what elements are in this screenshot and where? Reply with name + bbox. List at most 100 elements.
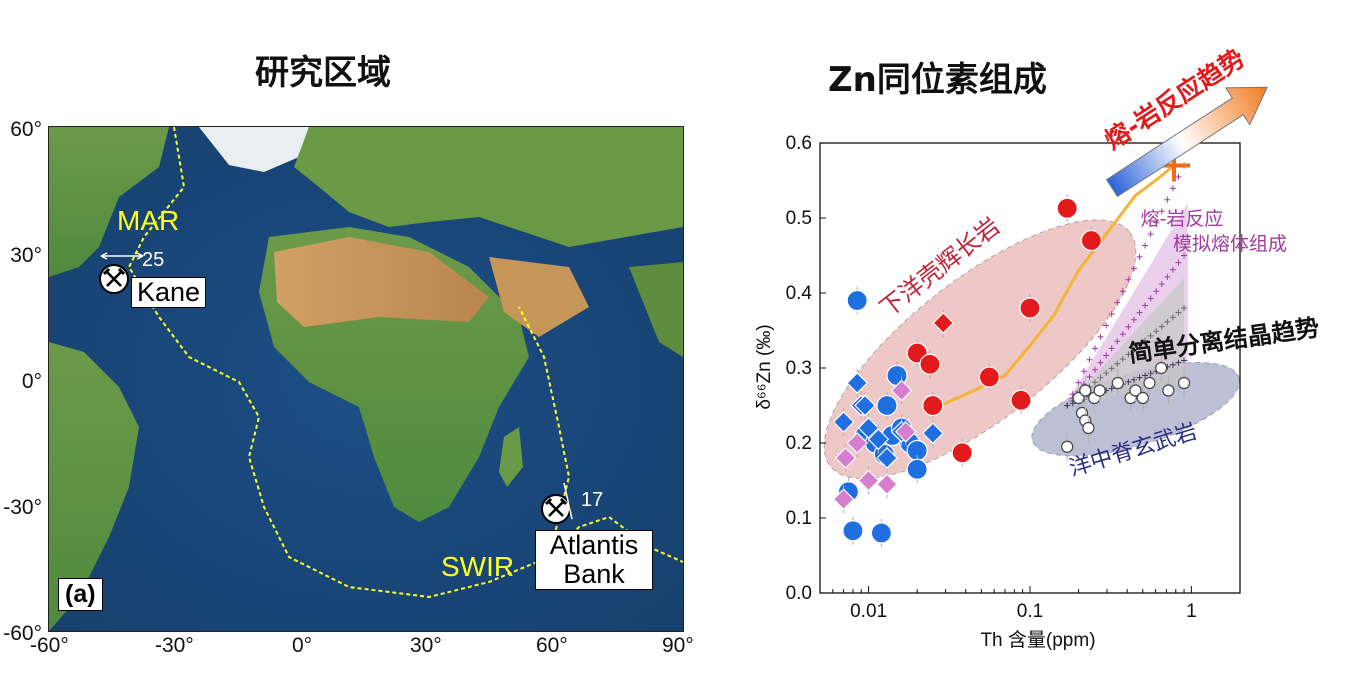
data-point xyxy=(1111,376,1124,390)
y-tick-label: 0.3 xyxy=(786,358,812,379)
x-axis-title: Th 含量(ppm) xyxy=(980,629,1095,651)
sim-melt-mark xyxy=(1175,359,1182,366)
data-point xyxy=(870,522,892,544)
india xyxy=(629,262,683,357)
atlantis-label-line1: Atlantis xyxy=(549,530,639,560)
sim-melt-mark xyxy=(1097,374,1104,381)
sim-melt-mark xyxy=(1181,305,1188,311)
data-point xyxy=(932,312,955,334)
lat-label: 0° xyxy=(21,370,42,393)
sim-melt-mark xyxy=(1119,288,1126,295)
y-tick-label: 0.1 xyxy=(786,508,812,529)
data-point xyxy=(1093,384,1106,397)
sim-melt-mark xyxy=(1153,219,1160,226)
sim-melt-mark xyxy=(1164,196,1171,203)
data-point xyxy=(834,447,857,469)
sim-melt-mark xyxy=(1092,345,1099,352)
data-point xyxy=(832,411,855,433)
data-point xyxy=(1061,440,1074,453)
data-point xyxy=(842,520,864,542)
lon-label: 90° xyxy=(662,634,694,657)
lon-label: 60° xyxy=(536,634,568,657)
sim-melt-mark xyxy=(1147,231,1154,238)
sim-melt-mark xyxy=(1142,302,1149,309)
kane-site-icon xyxy=(99,264,129,294)
sim-melt-mark xyxy=(1097,359,1104,366)
mar-label: MAR xyxy=(117,205,180,236)
sim-melt-mark xyxy=(1147,370,1154,377)
sim-melt-mark xyxy=(1164,318,1171,325)
data-point xyxy=(978,366,1000,388)
y-tick-label: 0.2 xyxy=(786,433,812,454)
sim-melt-mark xyxy=(1130,376,1137,383)
sim-melt-mark xyxy=(1147,332,1154,339)
data-point xyxy=(846,289,868,312)
sim-melt-mark xyxy=(1103,370,1110,376)
atlantis-label-line2: Bank xyxy=(563,559,625,590)
data-point xyxy=(846,372,869,394)
lat-label: -30° xyxy=(3,496,42,519)
x-tick-label: 0.1 xyxy=(1017,601,1043,622)
data-point xyxy=(951,442,973,464)
melt-sim-label-2: 模拟熔体组成 xyxy=(1173,233,1287,255)
data-point xyxy=(1082,421,1095,435)
sim-melt-mark xyxy=(1153,328,1160,335)
sim-melt-mark xyxy=(1108,345,1115,352)
crossed-hammers-icon xyxy=(102,267,126,287)
data-point xyxy=(1177,376,1191,390)
data-point xyxy=(876,447,898,469)
y-tick-label: 0.6 xyxy=(786,133,812,154)
data-point xyxy=(1010,389,1032,411)
chart-title: Zn同位素组成 xyxy=(828,60,1047,100)
sim-melt-mark xyxy=(1108,311,1115,318)
sim-melt-mark xyxy=(1175,173,1182,180)
data-point xyxy=(919,353,941,375)
data-point xyxy=(857,469,880,492)
sim-melt-mark xyxy=(1181,357,1188,364)
lon-label: 30° xyxy=(410,634,442,657)
sim-melt-mark xyxy=(1136,253,1143,260)
sim-melt-mark xyxy=(1158,281,1165,288)
sim-melt-mark xyxy=(1103,352,1110,359)
south-america xyxy=(49,342,139,631)
map-panel: 研究区域 xyxy=(3,53,694,657)
sim-melt-mark xyxy=(1169,266,1176,273)
sim-melt-mark xyxy=(1130,316,1137,323)
kane-rate: 25 xyxy=(142,249,165,271)
y-tick-label: 0.4 xyxy=(786,283,813,304)
sim-melt-mark xyxy=(1064,402,1071,409)
sim-melt-mark xyxy=(1136,342,1143,349)
trend-arrow xyxy=(1105,86,1268,198)
data-point xyxy=(1129,384,1142,397)
atlantis-label: Atlantis Bank xyxy=(535,530,653,591)
data-point xyxy=(1072,391,1085,405)
sim-melt-mark xyxy=(1158,208,1165,215)
sim-melt-mark xyxy=(1136,309,1143,316)
data-point xyxy=(854,394,876,417)
data-point xyxy=(1019,297,1041,319)
data-point xyxy=(832,488,855,511)
kane-spreading-arrow xyxy=(100,252,144,260)
data-point xyxy=(1136,391,1149,405)
sim-melt-mark xyxy=(1169,185,1176,192)
sim-melt-mark xyxy=(1119,356,1126,363)
lat-label: 60° xyxy=(10,118,42,141)
data-point xyxy=(1056,197,1078,219)
lon-label: -60° xyxy=(30,634,69,657)
sim-melt-mark xyxy=(1175,309,1182,316)
sim-melt-mark xyxy=(1164,273,1171,280)
data-point xyxy=(876,473,898,496)
zn-isotope-chart: 0.00.10.20.30.40.50.60.01 0.1 1 熔-岩反应趋势 熔-… xyxy=(754,43,1321,651)
x-tick-label: 1 xyxy=(1186,601,1197,622)
sim-melt-mark xyxy=(1108,385,1115,392)
atlantis-spreading-arrow xyxy=(563,482,573,520)
sim-melt-mark xyxy=(1158,323,1165,330)
sim-melt-mark xyxy=(1103,322,1110,329)
north-america xyxy=(49,127,169,277)
data-point xyxy=(894,420,917,443)
swir-label: SWIR xyxy=(441,551,515,582)
sim-melt-mark xyxy=(1153,288,1160,295)
sim-melt-mark xyxy=(1169,314,1176,321)
data-point xyxy=(867,428,890,451)
sim-melt-mark xyxy=(1130,346,1137,353)
